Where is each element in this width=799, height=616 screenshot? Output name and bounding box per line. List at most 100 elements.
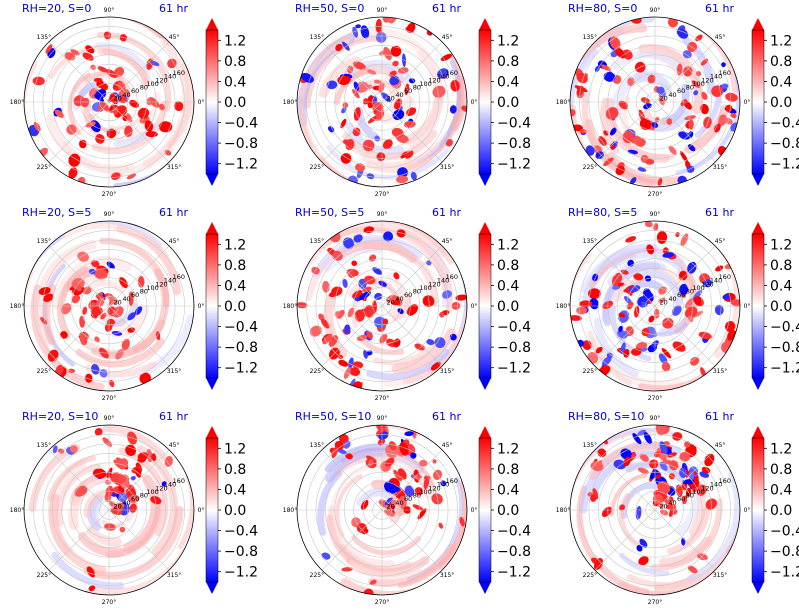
field-cell bbox=[603, 130, 609, 136]
field-cell bbox=[695, 34, 703, 42]
angular-tick-label: 90° bbox=[650, 211, 661, 218]
field-cell bbox=[94, 268, 108, 280]
field-band bbox=[81, 221, 163, 248]
colorbar-tick-label: −0.8 bbox=[224, 544, 258, 560]
field-cell bbox=[150, 60, 160, 67]
field-cell bbox=[659, 461, 668, 471]
field-cell bbox=[119, 34, 128, 42]
angular-tick-label: 0° bbox=[744, 303, 751, 310]
field-cell bbox=[730, 112, 737, 119]
field-cell bbox=[397, 167, 408, 178]
radial-tick-label: 120 bbox=[428, 280, 440, 288]
field-cell bbox=[137, 107, 150, 119]
panel-title: RH=80, S=5 bbox=[568, 206, 638, 219]
colorbar-tick-label: 0.4 bbox=[770, 74, 792, 90]
field-cell bbox=[338, 354, 344, 360]
field-cell bbox=[657, 177, 663, 186]
field-cell bbox=[60, 331, 68, 339]
field-cell bbox=[605, 107, 619, 120]
field-cell bbox=[637, 467, 649, 474]
field-band bbox=[658, 536, 713, 568]
field-cell bbox=[623, 295, 632, 305]
angular-tick-label: 225° bbox=[37, 572, 51, 579]
colorbar-extend-max bbox=[479, 222, 491, 234]
angular-tick-label: 315° bbox=[440, 572, 454, 579]
field-cell bbox=[404, 485, 415, 497]
field-cell bbox=[622, 130, 634, 144]
radial-tick-label: 60 bbox=[404, 291, 412, 299]
field-cell bbox=[645, 158, 655, 165]
field-cell bbox=[124, 125, 133, 137]
angular-tick-label: 135° bbox=[583, 34, 597, 41]
field-cell bbox=[398, 495, 407, 510]
field-cell bbox=[406, 22, 416, 33]
field-cell bbox=[693, 90, 699, 96]
colorbar-tick-label: −0.8 bbox=[224, 136, 258, 152]
field-band bbox=[48, 494, 107, 576]
field-band bbox=[392, 293, 412, 322]
colorbar bbox=[752, 30, 764, 174]
panel-time-label: 61 hr bbox=[432, 2, 461, 15]
field-cell bbox=[391, 499, 397, 507]
field-cell bbox=[345, 453, 353, 460]
field-cell bbox=[129, 503, 137, 513]
angular-grid-line bbox=[321, 41, 383, 103]
colorbar-tick-label: 0.0 bbox=[770, 95, 792, 111]
colorbar-extend-max bbox=[206, 222, 218, 234]
angular-tick-label: 270° bbox=[102, 191, 116, 198]
colorbar-tick-label: 0.4 bbox=[497, 74, 519, 90]
field-cell bbox=[455, 294, 467, 301]
field-cell bbox=[662, 247, 669, 255]
field-cell bbox=[637, 167, 647, 172]
field-cell bbox=[393, 486, 401, 493]
radial-tick-label: 100 bbox=[146, 80, 158, 88]
field-cell bbox=[410, 171, 417, 181]
field-cell bbox=[677, 28, 689, 39]
field-cell bbox=[423, 476, 430, 490]
radial-tick-label: 160 bbox=[719, 69, 731, 77]
field-cell bbox=[461, 105, 467, 113]
field-cell bbox=[360, 499, 369, 510]
field-cell bbox=[351, 260, 358, 267]
colorbar-tick-label: 0.0 bbox=[497, 299, 519, 315]
angular-tick-label: 45° bbox=[169, 442, 180, 449]
colorbar-extend-min bbox=[479, 378, 491, 390]
field-cell bbox=[375, 32, 387, 43]
field-cell bbox=[684, 306, 698, 318]
radial-tick-label: 80 bbox=[686, 288, 694, 296]
field-cell bbox=[431, 493, 443, 505]
colorbar-tick-label: −1.2 bbox=[497, 157, 531, 173]
colorbar-tick-label: 1.2 bbox=[224, 237, 246, 253]
angular-grid-line bbox=[48, 101, 110, 163]
field-cell bbox=[667, 452, 677, 458]
field-cell bbox=[576, 72, 588, 84]
field-cell bbox=[725, 92, 738, 102]
field-cell bbox=[703, 279, 712, 288]
field-cell bbox=[374, 292, 383, 300]
angular-grid-line bbox=[594, 245, 656, 307]
colorbar-extend-max bbox=[479, 18, 491, 30]
field-cell bbox=[658, 297, 666, 303]
field-cell bbox=[639, 118, 652, 131]
field-cell bbox=[396, 175, 409, 184]
field-cell bbox=[68, 153, 81, 167]
colorbar-tick-label: 0.4 bbox=[224, 278, 246, 294]
angular-grid-line bbox=[654, 245, 716, 307]
field-band bbox=[109, 117, 141, 131]
field-cell bbox=[137, 275, 145, 288]
field-cell bbox=[700, 103, 709, 115]
polar-panel: 90°45°0°315°270°225°180°135°20 40 60 801001… bbox=[556, 7, 799, 198]
field-cell bbox=[618, 312, 625, 318]
field-cell bbox=[630, 452, 637, 460]
panel-time-label: 61 hr bbox=[159, 410, 188, 423]
field-cell bbox=[327, 126, 335, 133]
field-cell bbox=[574, 85, 588, 93]
angular-tick-label: 45° bbox=[715, 238, 726, 245]
radial-tick-label: 120 bbox=[428, 484, 440, 492]
radial-tick-label: 120 bbox=[701, 76, 713, 84]
field-cell bbox=[636, 545, 643, 552]
field-cell bbox=[393, 338, 401, 348]
panel-title: RH=50, S=5 bbox=[295, 206, 365, 219]
field-cell bbox=[353, 81, 360, 91]
field-cell bbox=[653, 308, 660, 319]
